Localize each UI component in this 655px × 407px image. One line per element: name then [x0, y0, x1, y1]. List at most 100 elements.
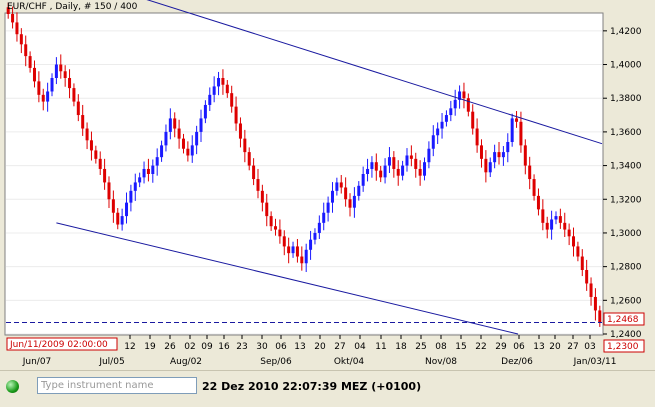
candle-body — [344, 187, 348, 200]
price-chart[interactable]: 1,4200 1,4000 1,3800 1,3600 1,3400 1,3200 1,30… — [0, 0, 655, 370]
candle-body — [94, 150, 98, 159]
candle-body — [19, 34, 23, 45]
candle-body — [46, 91, 50, 102]
candle-body — [326, 202, 330, 213]
candle — [19, 28, 23, 54]
candle — [269, 211, 273, 231]
y-tick-label: 1,3600 — [610, 128, 642, 138]
candle — [374, 153, 378, 181]
candle-body — [243, 138, 247, 153]
candle-body — [173, 118, 177, 129]
crosshair-date-label: Jun/11/2009 02:00:00 — [6, 337, 118, 351]
candle-body — [269, 216, 273, 227]
candle-body — [475, 128, 479, 146]
candle — [558, 208, 562, 229]
instrument-search-input[interactable] — [37, 377, 197, 394]
candle-body — [466, 98, 470, 112]
candle — [278, 219, 282, 244]
candle-body — [335, 182, 339, 191]
month-label: Dez/06 — [501, 357, 533, 367]
x-tick-label: 27 — [334, 342, 345, 352]
candle-body — [247, 152, 251, 166]
candle-body — [497, 152, 501, 158]
candle — [379, 165, 383, 183]
month-label: Okt/04 — [334, 357, 365, 367]
connection-status-icon[interactable] — [6, 380, 19, 393]
x-axis: 12 19 26 02 09 16 23 30 06 13 20 27 04 11 18 25 08 15 22 29… — [22, 335, 617, 367]
x-tick-label: 18 — [395, 342, 407, 352]
candle — [409, 145, 413, 167]
candle — [572, 227, 576, 257]
candle-body — [330, 190, 334, 203]
y-tick-label: 1,2800 — [610, 263, 642, 273]
candle-body — [217, 78, 221, 87]
x-tick-label: 06 — [513, 342, 525, 352]
candle-body — [589, 283, 593, 297]
candle-body — [151, 165, 155, 174]
x-tick-label: 16 — [218, 342, 230, 352]
candle — [208, 87, 212, 112]
candle-body — [414, 158, 418, 169]
y-tick-label: 1,3800 — [610, 94, 642, 104]
candle — [554, 211, 558, 225]
candle — [300, 246, 304, 271]
candle-body — [576, 246, 580, 257]
candle-body — [107, 182, 111, 200]
month-label: Sep/06 — [260, 357, 292, 367]
candle-body — [120, 216, 124, 225]
candle-body — [567, 229, 571, 237]
candle — [6, 2, 10, 19]
candle — [199, 109, 203, 142]
candle — [427, 141, 431, 169]
candle — [155, 148, 159, 176]
month-label: Jan/03/11 — [573, 357, 617, 367]
candle — [217, 71, 221, 96]
candle-body — [252, 165, 256, 180]
channel-upper-line[interactable] — [118, 0, 603, 145]
candle — [339, 175, 343, 194]
candle — [550, 210, 554, 240]
candle — [59, 54, 63, 79]
candle-body — [260, 190, 264, 203]
candle — [181, 133, 185, 154]
candle-body — [585, 270, 589, 284]
candle-body — [203, 104, 207, 119]
candle-body — [234, 106, 238, 124]
candle — [361, 166, 365, 192]
candle-body — [374, 162, 378, 171]
candlesticks — [6, 2, 602, 327]
candle — [449, 100, 453, 122]
candle — [352, 187, 356, 218]
x-tick-label: 29 — [495, 342, 507, 352]
channel-lower-line[interactable] — [56, 222, 519, 335]
candle-body — [488, 162, 492, 173]
candle — [274, 218, 278, 236]
candle-body — [208, 94, 212, 105]
candle — [46, 82, 50, 112]
candle — [541, 199, 545, 231]
candle — [225, 80, 229, 98]
candle — [344, 177, 348, 207]
plot-area[interactable] — [4, 12, 604, 336]
candle-body — [177, 128, 181, 139]
candle-body — [453, 99, 457, 109]
month-label: Nov/08 — [425, 357, 457, 367]
x-tick-label: 19 — [144, 342, 156, 352]
candle — [160, 140, 164, 162]
candle — [545, 216, 549, 239]
candle — [423, 157, 427, 181]
cursor-price-label: 1,2300 — [603, 339, 645, 353]
candle-body — [449, 108, 453, 116]
y-axis: 1,4200 1,4000 1,3800 1,3600 1,3400 1,3200 1,30… — [603, 27, 642, 340]
candle-body — [528, 165, 532, 180]
candle-body — [221, 78, 225, 85]
candle-body — [580, 256, 584, 270]
candle — [458, 85, 462, 109]
candle — [98, 151, 102, 176]
candle-body — [598, 310, 602, 323]
candle-body — [89, 140, 93, 151]
month-label: Aug/02 — [170, 357, 202, 367]
candle — [282, 230, 286, 256]
candle — [37, 71, 41, 103]
